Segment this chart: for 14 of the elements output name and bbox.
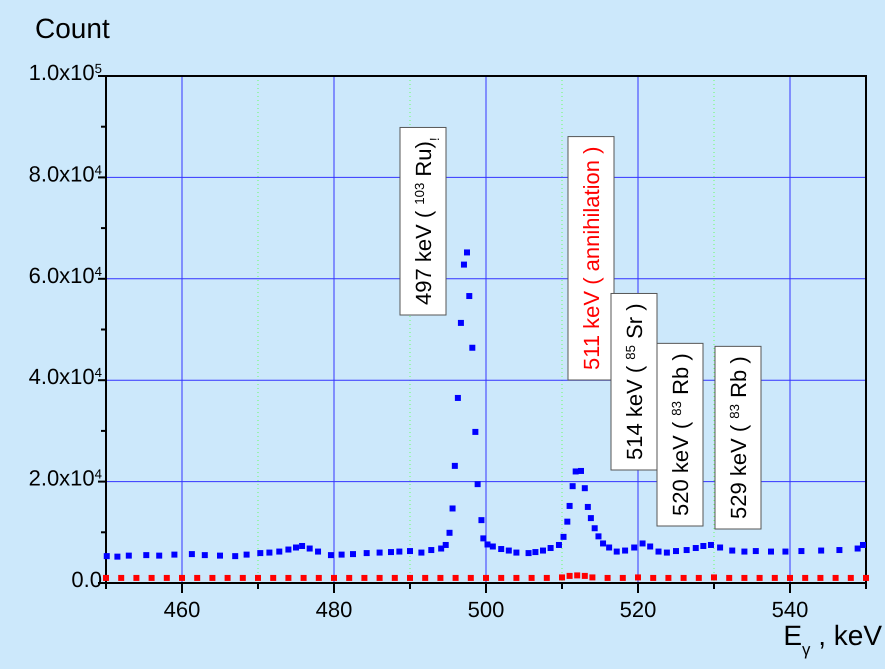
y-tick-label: 1.0x10$^{5}$ (28, 60, 102, 85)
x-tick-label: 480 (316, 597, 352, 622)
y-tick-label: 6.0x10$^{4}$ (28, 262, 102, 288)
x-tick-label: 500 (468, 597, 504, 622)
x-axis-title: E$_{γ}$, keV (783, 620, 882, 658)
annotation: 511 keV ( annihilation ) (579, 146, 604, 370)
y-tick-label: 8.0x10$^{4}$ (28, 161, 102, 186)
y-tick-label: 2.0x10$^{4}$ (28, 466, 102, 491)
y-tick-label: 4.0x10$^{4}$ (28, 364, 102, 390)
y-axis-title: Count (35, 13, 110, 44)
x-tick-label: 540 (772, 597, 808, 622)
x-tick-label: 520 (620, 597, 656, 622)
x-tick-label: 460 (164, 597, 200, 622)
y-tick-label: 0.0 (71, 567, 102, 592)
